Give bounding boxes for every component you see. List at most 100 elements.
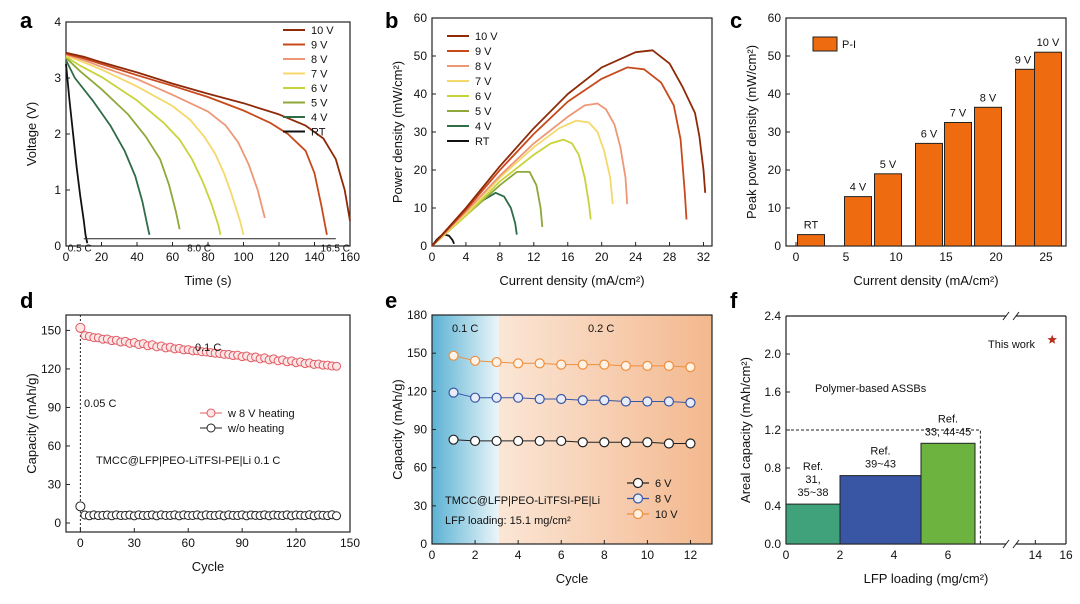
panel-b-series-6v: [431, 138, 592, 247]
panel-e-point-8v: [577, 395, 588, 406]
panel-f-annotation: This work: [988, 339, 1036, 351]
panel-a-x-tick-label: 0: [63, 250, 70, 264]
panel-b-x-tick-label: 8: [497, 250, 504, 264]
panel-c-y-tick-label: 0: [774, 239, 781, 253]
panel-e-x-axis-label: Cycle: [556, 571, 589, 586]
panel-e-point-6v: [448, 434, 459, 445]
panel-a-legend-label: RT: [311, 127, 326, 139]
panel-b-legend-label: RT: [475, 136, 490, 148]
panel-c-legend-label: P-I: [842, 39, 856, 51]
panel-e-point-10v: [491, 356, 502, 368]
panel-c-y-tick-label: 30: [768, 125, 782, 139]
panel-a-legend-label: 6 V: [311, 83, 328, 95]
panel-e-point-10v: [599, 359, 610, 370]
panel-a-legend-label: 9 V: [311, 40, 328, 52]
panel-d-x-tick-label: 120: [286, 536, 306, 550]
panel-e-y-tick-label: 150: [407, 346, 427, 360]
panel-e-x-tick-label: 12: [684, 548, 698, 562]
panel-a-x-tick-label: 140: [304, 250, 324, 264]
panel-b-x-tick-label: 28: [663, 250, 677, 264]
panel-c-bar: [797, 234, 825, 247]
panel-d-point-heating: [332, 361, 342, 371]
panel-e-region-0.2C: [498, 315, 712, 544]
panel-c-x-axis-label: Current density (mA/cm²): [853, 273, 998, 288]
panel-e-point-6v: [685, 438, 696, 449]
panel-c-y-tick-label: 10: [768, 201, 782, 215]
panel-a-series-rt: [65, 63, 89, 244]
panel-e-point-6v: [491, 435, 502, 447]
panel-letter-c: c: [730, 8, 742, 33]
panel-e-point-6v: [577, 437, 588, 448]
panel-a-series-5v: [65, 57, 181, 230]
panel-f-x-axis-label: LFP loading (mg/cm²): [864, 571, 989, 586]
panel-c-bar: [1034, 51, 1062, 247]
panel-d-x-tick-label: 0: [77, 536, 84, 550]
panel-b-y-tick-label: 30: [414, 125, 428, 139]
panel-c-legend-swatch: [812, 36, 838, 52]
panel-b-x-tick-label: 20: [595, 250, 609, 264]
panel-a-y-tick-label: 4: [54, 15, 61, 29]
panel-f-bar-label: 31,: [805, 474, 820, 486]
panel-e-y-tick-label: 120: [407, 384, 427, 398]
panel-a-legend-label: 7 V: [311, 69, 328, 81]
panel-b-legend-label: 8 V: [475, 61, 492, 73]
panel-f-dashed-region: [785, 429, 981, 545]
panel-a-legend-label: 5 V: [311, 98, 328, 110]
panel-e-point-10v: [469, 355, 481, 366]
panel-c-x-tick-label: 20: [989, 250, 1003, 264]
panel-f-axis-break: [1002, 311, 1010, 321]
panel-c-bar-label: 10 V: [1037, 37, 1060, 49]
panel-e-point-10v: [577, 359, 588, 370]
panel-e-annotation: LFP loading: 15.1 mg/cm²: [445, 515, 571, 527]
panel-f-bar-label: Ref.: [803, 461, 823, 473]
panel-b-chart: 0 4 8 12 16 20 24 28 32 0 10 20 30 40 50 60 Current dens…: [390, 11, 713, 288]
panel-b-y-tick-label: 0: [420, 239, 427, 253]
panel-f-bar: [839, 475, 922, 545]
panel-b-legend-label: 7 V: [475, 76, 492, 88]
panel-a-rate-label: 0.5 C: [68, 244, 92, 255]
panel-b-x-tick-label: 16: [561, 250, 575, 264]
panel-e-point-8v: [513, 392, 524, 403]
panel-e-point-6v: [556, 435, 567, 447]
panel-f-x-tick-label: 6: [945, 548, 952, 562]
panel-e-point-8v: [556, 393, 567, 405]
panel-d-y-tick-label: 30: [48, 477, 62, 491]
panel-e-region-0.1C: [432, 315, 499, 544]
panel-e-point-6v: [663, 438, 675, 449]
panel-d-x-tick-label: 150: [340, 536, 360, 550]
panel-e-point-10v: [620, 360, 631, 371]
panel-c-x-tick-label: 15: [939, 250, 953, 264]
panel-a-y-axis-label: Voltage (V): [24, 102, 39, 166]
panel-a-x-tick-label: 20: [95, 250, 109, 264]
panel-c-bar: [844, 196, 872, 247]
panel-e-point-10v: [513, 358, 524, 369]
panel-e-x-tick-label: 0: [429, 548, 436, 562]
panel-e-x-tick-label: 4: [515, 548, 522, 562]
panel-e-point-8v: [642, 396, 653, 407]
panel-a-x-axis-label: Time (s): [184, 273, 231, 288]
panel-c-y-tick-label: 20: [768, 163, 782, 177]
panel-d-y-tick-label: 120: [41, 362, 61, 376]
panel-e-point-6v: [599, 437, 610, 448]
panel-e-point-8v: [448, 387, 459, 398]
panel-c-bar-label: 4 V: [850, 182, 867, 194]
panel-a-rate-label: 8.0 C: [187, 244, 211, 255]
panel-c-bar: [874, 173, 902, 247]
panel-d-y-tick-label: 0: [54, 516, 61, 530]
panel-f-bar-label: 39~43: [865, 459, 896, 471]
panel-f-y-axis-label: Areal capacity (mAh/cm²): [738, 357, 753, 503]
panel-b-x-axis-label: Current density (mA/cm²): [499, 273, 644, 288]
panel-f-this-work-star: [1047, 334, 1057, 344]
panel-a-series-7v: [65, 54, 245, 236]
panel-c-x-tick-label: 25: [1039, 250, 1053, 264]
panel-b-legend-label: 9 V: [475, 46, 492, 58]
panel-a-legend-label: 8 V: [311, 54, 328, 66]
panel-b-legend-label: 4 V: [475, 121, 492, 133]
panel-e-point-8v: [491, 392, 502, 403]
panel-e-point-10v: [534, 358, 545, 369]
panel-a-legend-label: 10 V: [311, 25, 334, 37]
panel-b-x-tick-label: 24: [629, 250, 643, 264]
panel-e-point-6v: [642, 437, 653, 448]
